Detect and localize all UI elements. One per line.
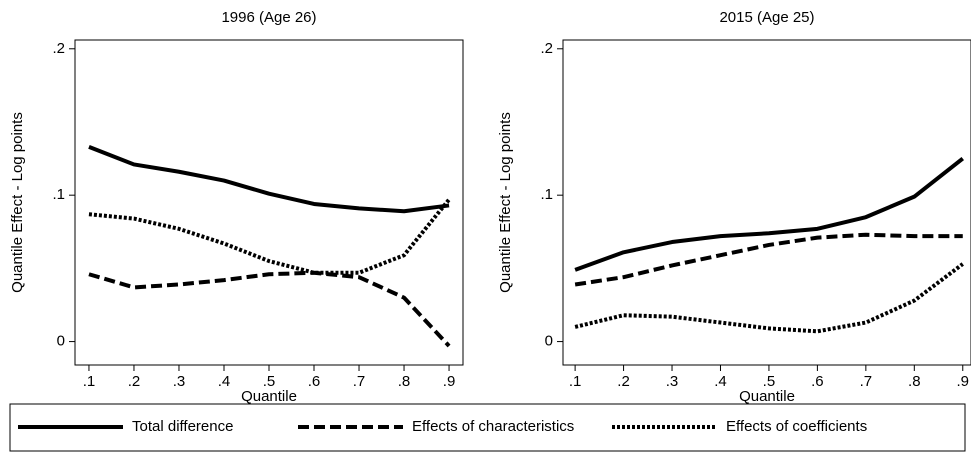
- data-line: [574, 262, 964, 334]
- y-axis-label: Quantile Effect - Log points: [497, 112, 514, 293]
- x-tick-label: .8: [908, 373, 921, 390]
- x-tick-label: .5: [263, 373, 276, 390]
- plot-frame: [74, 39, 464, 366]
- x-tick-label: .3: [173, 373, 186, 390]
- data-line: [574, 232, 963, 287]
- x-axis-label: Quantile: [739, 388, 795, 405]
- plot-frame: [562, 39, 971, 366]
- x-tick-label: .5: [763, 373, 776, 390]
- x-tick-label: .3: [666, 373, 679, 390]
- x-tick-label: .6: [811, 373, 824, 390]
- x-tick-label: .4: [714, 373, 727, 390]
- x-tick-label: .2: [128, 373, 141, 390]
- x-tick-label: .2: [617, 373, 630, 390]
- x-tick-label: .1: [569, 373, 582, 390]
- x-tick-label: .1: [83, 373, 96, 390]
- y-axis-label: Quantile Effect - Log points: [9, 112, 26, 293]
- data-line: [574, 157, 964, 272]
- legend-box: [9, 403, 966, 452]
- x-tick-label: .7: [353, 373, 366, 390]
- x-axis-label: Quantile: [241, 388, 297, 405]
- y-tick-label: 0: [545, 333, 553, 350]
- y-tick-label: .1: [52, 186, 65, 203]
- data-line: [88, 198, 451, 275]
- y-tick-label: .2: [540, 40, 553, 57]
- y-tick-label: 0: [57, 333, 65, 350]
- x-tick-label: .4: [218, 373, 231, 390]
- x-tick-label: .8: [398, 373, 411, 390]
- chart-title: 1996 (Age 26): [221, 9, 316, 26]
- y-tick-label: .2: [52, 40, 65, 57]
- x-tick-label: .9: [443, 373, 456, 390]
- data-line: [88, 145, 450, 214]
- y-tick-label: .1: [540, 186, 553, 203]
- legend-label: Effects of coefficients: [726, 418, 867, 435]
- x-tick-label: .7: [860, 373, 873, 390]
- x-tick-label: .6: [308, 373, 321, 390]
- legend-label: Effects of characteristics: [412, 418, 574, 435]
- x-tick-label: .9: [957, 373, 970, 390]
- legend-label: Total difference: [132, 418, 233, 435]
- chart-title: 2015 (Age 25): [719, 9, 814, 26]
- data-line: [88, 270, 451, 348]
